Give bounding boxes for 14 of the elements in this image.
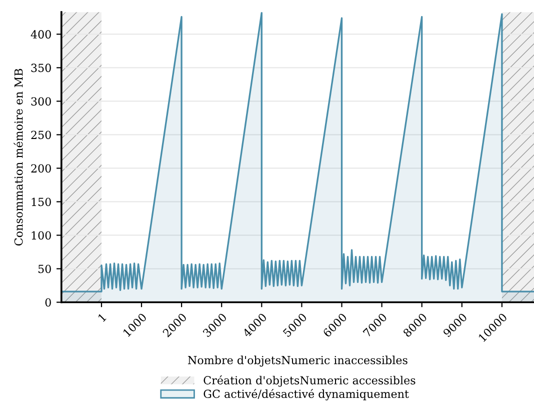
y-tick-label: 0 — [45, 298, 51, 307]
y-tick-label: 300 — [31, 97, 51, 106]
y-tick-label: 400 — [30, 30, 51, 39]
y-tick-label: 150 — [32, 198, 51, 206]
legend-label: GC activé/désactivé dynamiquement — [204, 388, 409, 400]
y-tick-label: 50 — [38, 264, 51, 274]
legend-label: Création d'objetsNumeric accessibles — [204, 375, 416, 387]
y-tick-label: 250 — [31, 130, 51, 140]
y-axis-title: Consommation mémoire en MB — [14, 68, 23, 246]
y-tick-label: 350 — [31, 64, 51, 72]
y-tick-label: 200 — [31, 164, 51, 173]
y-tick-label: 100 — [32, 231, 51, 240]
x-tick-label: 1 — [98, 313, 106, 322]
x-axis-title: Nombre d'objetsNumeric inaccessibles — [188, 356, 408, 367]
